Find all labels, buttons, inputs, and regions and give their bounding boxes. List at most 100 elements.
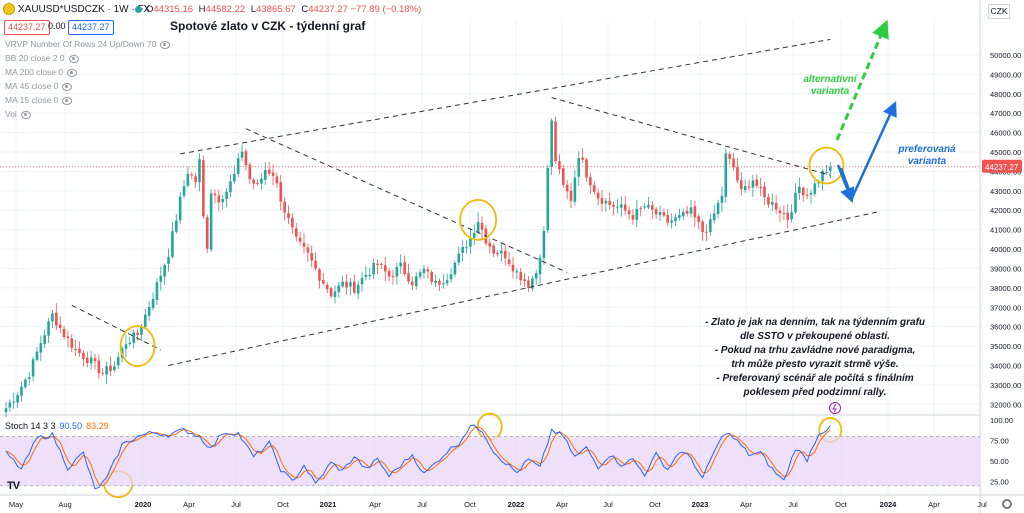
candle-body xyxy=(244,151,248,166)
candle-body xyxy=(337,285,341,293)
candle-body xyxy=(414,276,418,287)
candle xyxy=(592,181,596,195)
event-lightning-icon xyxy=(829,402,841,414)
indicator-vol[interactable]: Vol xyxy=(5,109,31,119)
candle-body xyxy=(774,202,778,210)
candle xyxy=(244,148,248,171)
eye-icon[interactable] xyxy=(62,82,73,91)
candle xyxy=(78,341,81,357)
indicator-ma200[interactable]: MA 200 close 0 xyxy=(5,67,78,77)
candle-body xyxy=(283,201,286,213)
time-tick-label: Apr xyxy=(556,500,568,509)
candle xyxy=(24,377,27,390)
candle xyxy=(743,179,747,193)
price-tick-label: 38000.00 xyxy=(990,284,1021,293)
stoch-d-line xyxy=(5,426,831,487)
candle xyxy=(531,275,534,292)
candle xyxy=(132,329,136,349)
candle xyxy=(767,193,770,208)
eye-icon[interactable] xyxy=(160,40,171,49)
eye-icon[interactable] xyxy=(20,110,31,119)
candle xyxy=(85,351,89,368)
candle-body xyxy=(534,273,538,279)
stoch-legend[interactable]: Stoch 14 3 3 90.50 83.29 xyxy=(5,421,109,431)
candle xyxy=(770,193,774,212)
candle-body xyxy=(561,168,565,185)
candle-body xyxy=(55,312,58,326)
eye-icon[interactable] xyxy=(67,68,78,77)
candle xyxy=(341,276,344,289)
candle-body xyxy=(391,276,395,278)
indicator-vrvp[interactable]: VRVP Number Of Rows 24 Up/Down 70 xyxy=(5,39,171,49)
candle-body xyxy=(558,161,561,170)
candle xyxy=(647,196,650,210)
candle-body xyxy=(631,214,635,220)
candle-body xyxy=(217,195,221,203)
eye-icon[interactable] xyxy=(68,54,79,63)
candle-body xyxy=(132,332,136,343)
candle-body xyxy=(500,250,503,254)
candle xyxy=(488,239,492,254)
candle-body xyxy=(461,246,464,253)
candle-body xyxy=(89,357,93,364)
candle xyxy=(515,267,519,280)
candle xyxy=(12,392,16,409)
ohlc-low-value: 43865.67 xyxy=(256,4,296,15)
candle-body xyxy=(178,196,182,221)
time-tick-label: Aug xyxy=(58,500,71,509)
indicator-ma15[interactable]: MA 15 close 0 xyxy=(5,95,73,105)
candle xyxy=(105,361,108,384)
candle xyxy=(147,301,151,322)
candle xyxy=(674,213,677,226)
symbol-label[interactable]: XAUUSD*USDCZK · 1W · FX xyxy=(18,4,151,15)
candle xyxy=(213,189,217,204)
candle-body xyxy=(449,274,453,280)
candle xyxy=(457,246,461,266)
currency-button[interactable]: CZK xyxy=(988,4,1010,19)
time-tick-label: Oct xyxy=(835,500,848,509)
indicator-bb[interactable]: BB 20 close 2 0 xyxy=(5,53,79,63)
eye-icon[interactable] xyxy=(62,96,73,105)
price-tick-label: 35000.00 xyxy=(990,342,1021,351)
price-tick-label: 42000.00 xyxy=(990,206,1021,215)
candle-body xyxy=(705,231,708,233)
candle-body xyxy=(728,154,731,159)
candle xyxy=(476,212,480,235)
candle xyxy=(124,334,128,357)
tradingview-logo[interactable]: TV xyxy=(7,480,20,492)
candle-body xyxy=(144,314,147,327)
candle-body xyxy=(519,271,523,281)
candle-body xyxy=(39,343,43,353)
stoch-d-value: 83.29 xyxy=(86,421,109,431)
buy-button[interactable]: 44237.27 xyxy=(68,20,114,35)
candle-body xyxy=(78,348,81,353)
ohlc-high-value: 44582.22 xyxy=(205,4,246,15)
candle-body xyxy=(798,186,801,193)
time-tick-label: Jul xyxy=(603,500,613,509)
candle-body xyxy=(434,280,437,283)
candle xyxy=(39,335,43,362)
candle xyxy=(318,267,321,289)
candle-body xyxy=(279,182,283,202)
candle-body xyxy=(515,271,519,273)
stoch-k-value: 90.50 xyxy=(59,421,83,431)
indicator-label: BB 20 close 2 0 xyxy=(5,53,65,63)
candle-body xyxy=(194,176,197,183)
ohlc-open-key: O xyxy=(146,4,154,15)
candle-body xyxy=(43,335,46,345)
candle-body xyxy=(395,266,399,277)
candle xyxy=(666,209,670,227)
candle xyxy=(167,248,170,272)
gear-icon[interactable] xyxy=(1002,499,1012,509)
candle-body xyxy=(709,219,712,233)
candle-body xyxy=(267,169,271,174)
candle xyxy=(658,205,662,221)
candle-body xyxy=(383,265,387,272)
candle-body xyxy=(205,217,209,249)
indicator-ma45[interactable]: MA 45 close 0 xyxy=(5,81,73,91)
candle-body xyxy=(364,274,368,277)
candle xyxy=(349,278,352,296)
candle-body xyxy=(325,284,329,290)
sell-button[interactable]: 44237.27 xyxy=(4,20,50,35)
